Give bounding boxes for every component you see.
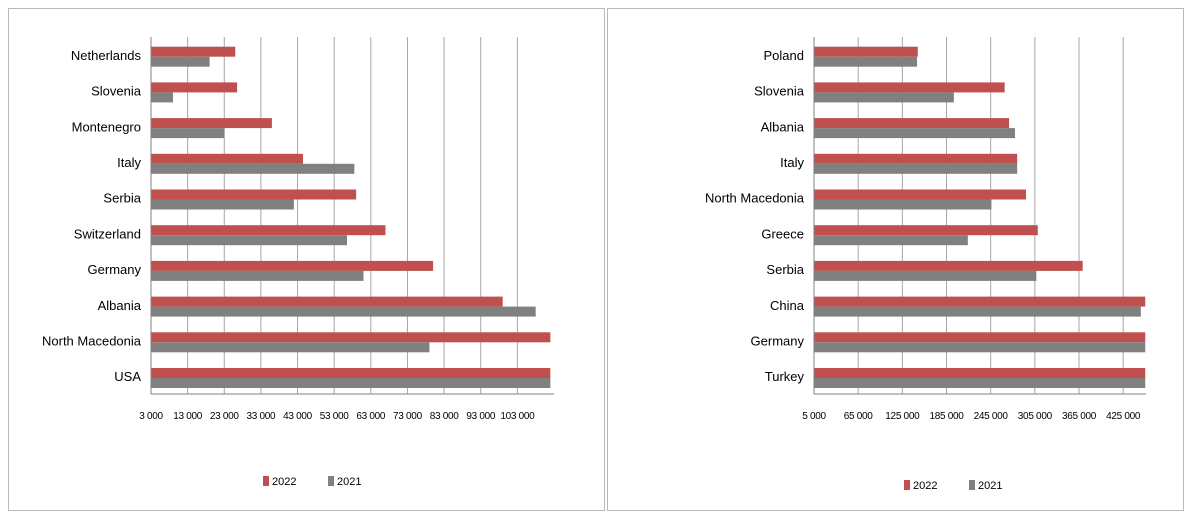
bar-2021-italy xyxy=(814,163,1018,174)
category-label-usa: USA xyxy=(114,369,141,384)
bar-2021-serbia xyxy=(814,270,1037,281)
category-label-slovenia: Slovenia xyxy=(754,84,805,99)
bar-2022-turkey xyxy=(814,368,1146,378)
x-tick-label: 93 000 xyxy=(466,411,496,422)
category-label-germany: Germany xyxy=(88,262,142,277)
x-tick-label: 73 000 xyxy=(393,411,423,422)
bar-2021-albania xyxy=(814,128,1015,139)
x-tick-label: 83 000 xyxy=(430,411,460,422)
bar-2022-albania xyxy=(151,296,503,307)
bar-2021-slovenia xyxy=(151,92,173,103)
bar-2022-slovenia xyxy=(814,82,1005,93)
bar-2022-germany xyxy=(814,332,1146,343)
legend-label-2022: 2022 xyxy=(913,480,937,492)
bar-2021-slovenia xyxy=(814,92,954,103)
bar-2021-turkey xyxy=(814,378,1146,388)
x-tick-label: 23 000 xyxy=(210,411,240,422)
bar-2021-north-macedonia xyxy=(814,199,992,210)
bar-2021-greece xyxy=(814,235,968,246)
legend-swatch-2021 xyxy=(328,476,334,486)
category-label-greece: Greece xyxy=(761,226,804,241)
x-tick-label: 425 000 xyxy=(1106,411,1141,422)
bar-2022-china xyxy=(814,296,1146,307)
bar-2021-germany xyxy=(814,342,1146,353)
category-label-germany: Germany xyxy=(751,333,805,348)
bar-2021-italy xyxy=(151,163,355,174)
x-tick-label: 33 000 xyxy=(247,411,277,422)
category-label-turkey: Turkey xyxy=(765,369,805,384)
bar-2022-serbia xyxy=(151,189,357,200)
bar-2022-albania xyxy=(814,118,1010,129)
category-label-italy: Italy xyxy=(117,155,141,170)
category-label-montenegro: Montenegro xyxy=(72,119,141,134)
x-tick-label: 103 000 xyxy=(500,411,535,422)
x-tick-label: 365 000 xyxy=(1062,411,1097,422)
legend-label-2022: 2022 xyxy=(272,476,296,488)
category-label-poland: Poland xyxy=(764,48,804,63)
bar-2022-poland xyxy=(814,46,918,57)
legend-swatch-2021 xyxy=(969,480,975,490)
bar-2022-switzerland xyxy=(151,225,386,236)
x-tick-label: 245 000 xyxy=(974,411,1009,422)
bar-2022-montenegro xyxy=(151,118,272,129)
category-label-serbia: Serbia xyxy=(766,262,804,277)
category-label-china: China xyxy=(770,298,805,313)
legend-swatch-2022 xyxy=(263,476,269,486)
bar-2021-poland xyxy=(814,56,918,67)
bar-2022-netherlands xyxy=(151,46,236,57)
category-label-italy: Italy xyxy=(780,155,804,170)
x-tick-label: 5 000 xyxy=(802,411,826,422)
x-tick-label: 13 000 xyxy=(173,411,203,422)
legend-swatch-2022 xyxy=(904,480,910,490)
legend-label-2021: 2021 xyxy=(978,480,1002,492)
bar-2022-serbia xyxy=(814,260,1083,271)
category-label-switzerland: Switzerland xyxy=(74,226,141,241)
category-label-slovenia: Slovenia xyxy=(91,84,142,99)
bar-2021-netherlands xyxy=(151,56,210,67)
bar-2022-germany xyxy=(151,260,434,271)
bar-2022-slovenia xyxy=(151,82,238,93)
chart-panel-left: USA North Macedonia Albania Germany Switzerl… xyxy=(8,8,605,511)
bar-chart-right: Turkey Germany China Serbia Greece North Mace… xyxy=(705,37,1146,492)
bar-2021-germany xyxy=(151,270,364,281)
x-tick-label: 125 000 xyxy=(885,411,920,422)
category-label-serbia: Serbia xyxy=(103,191,141,206)
x-tick-label: 65 000 xyxy=(844,411,874,422)
bar-2021-china xyxy=(814,306,1141,317)
x-tick-label: 53 000 xyxy=(320,411,350,422)
bar-2022-italy xyxy=(151,153,304,164)
bar-2022-usa xyxy=(151,368,551,378)
category-label-north-macedonia: North Macedonia xyxy=(42,333,142,348)
bar-2021-serbia xyxy=(151,199,294,210)
x-tick-label: 3 000 xyxy=(139,411,163,422)
bar-2021-usa xyxy=(151,378,551,388)
x-tick-label: 43 000 xyxy=(283,411,313,422)
chart-panel-right: Turkey Germany China Serbia Greece North Mace… xyxy=(607,8,1184,511)
category-label-netherlands: Netherlands xyxy=(71,48,142,63)
x-tick-label: 63 000 xyxy=(356,411,386,422)
bar-chart-left: USA North Macedonia Albania Germany Switzerl… xyxy=(42,37,554,488)
bar-2021-albania xyxy=(151,306,536,317)
category-label-albania: Albania xyxy=(761,119,805,134)
category-label-north-macedonia: North Macedonia xyxy=(705,191,805,206)
category-label-albania: Albania xyxy=(98,298,142,313)
x-tick-label: 305 000 xyxy=(1018,411,1053,422)
bar-2022-greece xyxy=(814,225,1038,236)
bar-2022-north-macedonia xyxy=(151,332,551,343)
bar-2021-north-macedonia xyxy=(151,342,430,353)
bar-2021-switzerland xyxy=(151,235,348,246)
bar-2022-north-macedonia xyxy=(814,189,1027,200)
bar-2022-italy xyxy=(814,153,1018,164)
legend-label-2021: 2021 xyxy=(337,476,361,488)
x-tick-label: 185 000 xyxy=(929,411,964,422)
bar-2021-montenegro xyxy=(151,128,225,139)
